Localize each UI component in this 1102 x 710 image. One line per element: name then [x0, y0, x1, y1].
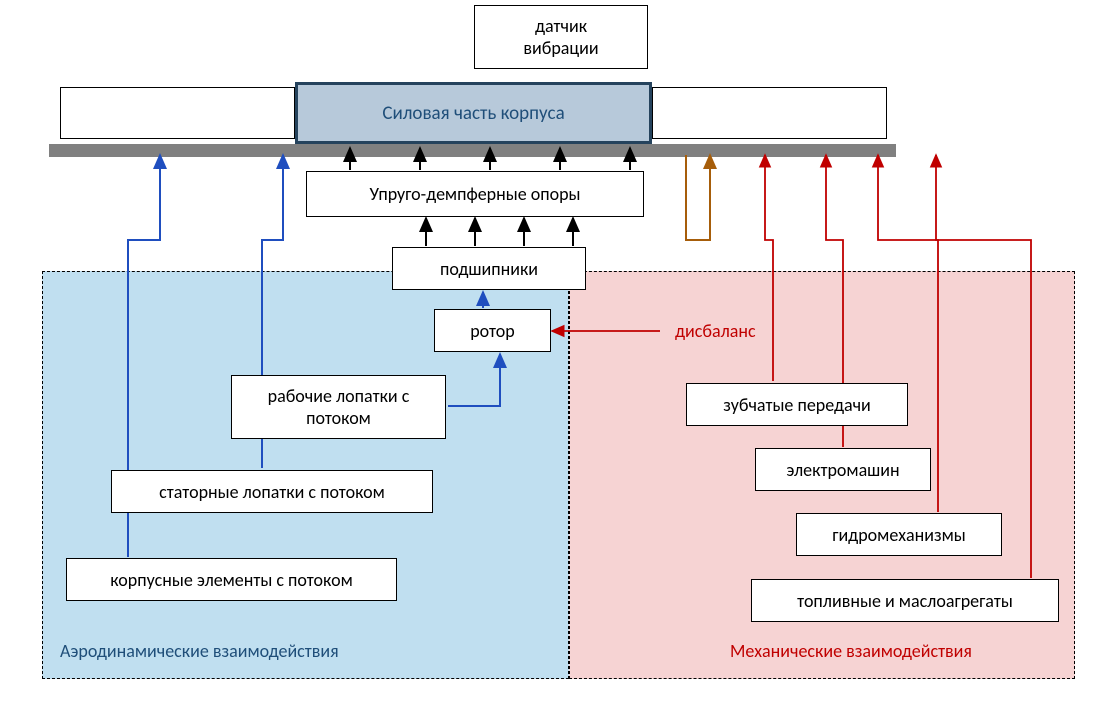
ground-bar — [49, 144, 896, 157]
diagram-canvas: Аэродинамические взаимодействия Механичес… — [0, 0, 1102, 710]
node-fuel: топливные и маслоагрегаты — [751, 579, 1059, 622]
node-gears: зубчатые передачи — [686, 383, 908, 426]
node-sensor: датчиквибрации — [474, 5, 648, 69]
node-hydro: гидромеханизмы — [796, 513, 1002, 556]
node-right_bar — [652, 87, 887, 139]
imbalance-label: дисбаланс — [675, 320, 756, 342]
node-supports: Упруго-демпферные опоры — [306, 171, 644, 217]
node-blades_stator: статорные лопатки с потоком — [111, 470, 433, 513]
node-main_body: Силовая часть корпуса — [295, 82, 652, 144]
region-label-mech: Механические взаимодействия — [730, 640, 972, 662]
region-label-aero: Аэродинамические взаимодействия — [60, 640, 339, 662]
node-rotor: ротор — [434, 309, 551, 352]
node-bearings: подшипники — [392, 247, 586, 290]
node-body_elements: корпусные элементы с потоком — [66, 558, 397, 601]
node-blades_rotor: рабочие лопатки спотоком — [231, 375, 446, 439]
node-electro: электромашин — [755, 448, 931, 491]
node-left_bar — [60, 87, 295, 139]
